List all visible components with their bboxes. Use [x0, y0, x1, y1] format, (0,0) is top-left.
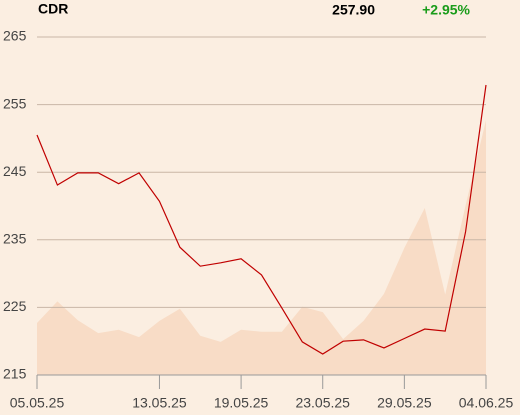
y-tick-label: 265 — [3, 28, 27, 44]
x-tick-label: 04.06.25 — [459, 395, 514, 411]
symbol: CDR — [38, 1, 68, 17]
price-line — [36, 84, 487, 355]
change: +2.95% — [422, 2, 470, 18]
y-tick-label: 235 — [3, 231, 27, 247]
area — [37, 120, 486, 375]
y-tick-label: 245 — [3, 163, 27, 179]
x-tick-label: 23.05.25 — [295, 395, 350, 411]
x-tick-label: 05.05.25 — [10, 395, 65, 411]
x-tick-label: 13.05.25 — [132, 395, 187, 411]
x-tick-label: 19.05.25 — [214, 395, 269, 411]
y-tick-label: 215 — [3, 366, 27, 382]
x-tick-label: 29.05.25 — [377, 395, 432, 411]
y-tick-label: 225 — [3, 298, 27, 314]
last-price: 257.90 — [332, 2, 375, 18]
y-tick-label: 255 — [3, 95, 27, 111]
